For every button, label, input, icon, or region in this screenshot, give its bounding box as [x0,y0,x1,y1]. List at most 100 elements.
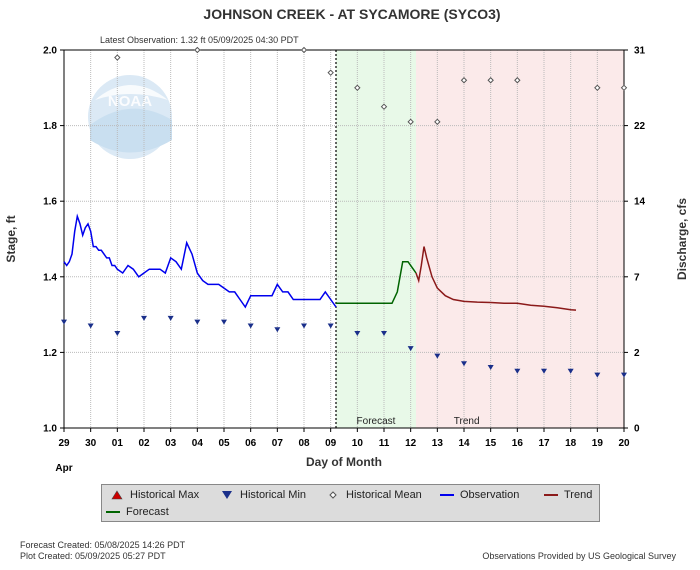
noaa-logo-bird [95,85,168,100]
historical-min-point [167,315,174,321]
noaa-logo-text: NOAA [108,93,152,110]
noaa-logo-wave [90,108,172,153]
chart-title: JOHNSON CREEK - AT SYCAMORE (SYCO3) [203,6,500,22]
latest-observation-label: Latest Observation: 1.32 ft 05/09/2025 0… [100,35,299,45]
observation-line [63,213,337,309]
legend-label: Observation [460,489,520,501]
historical-mean-point [407,118,414,126]
historical-mean-point [354,84,361,92]
x-tick-label: 20 [618,438,630,449]
historical-min-point [247,323,254,329]
forecast-created-text: Forecast Created: 05/08/2025 14:26 PDT [20,540,186,550]
y2-tick-label: 2 [634,348,640,359]
historical-min-point [594,372,601,378]
historical-min-point [327,323,334,329]
plot-created-text: Plot Created: 05/09/2025 05:27 PDT [20,551,166,561]
legend-label: Historical Max [130,489,200,501]
x-tick-label: 07 [272,438,284,449]
y-axis-title: Stage, ft [4,215,18,262]
historical-min-point [567,368,574,374]
historical-mean-point [327,69,334,76]
y2-tick-label: 14 [634,197,646,208]
forecast-region [336,50,416,428]
x-tick-label: 02 [138,438,150,449]
trend-region [416,50,624,428]
x-tick-label: 29 [58,438,70,449]
red-line-icon [542,489,560,501]
x-tick-label: 12 [405,438,417,449]
x-axis-title: Day of Month [306,455,382,469]
diamond-icon [324,489,342,501]
historical-min-point [461,361,467,367]
x-tick-label: 15 [485,438,497,449]
y2-tick-label: 7 [634,272,640,283]
x-tick-label: 18 [565,438,577,449]
historical-mean-point [194,46,201,54]
historical-min-point [61,319,67,325]
historical-min-point [487,365,494,371]
x-tick-label: 04 [192,438,204,449]
historical-min-point [301,323,307,329]
x-tick-label: 09 [325,438,337,449]
historical-min-point [114,331,121,336]
y-tick-label: 2.0 [43,46,57,57]
legend-item-historical-mean: Historical Mean [324,489,422,501]
y-tick-label: 1.8 [43,121,57,132]
y-tick-label: 1.2 [43,348,57,359]
historical-min-point [434,353,441,359]
historical-min-point [514,368,521,374]
forecast-line [336,260,417,305]
legend-item-trend: Trend [542,489,592,501]
x-tick-label: 08 [298,438,310,449]
historical-mean-point [620,84,628,92]
legend-item-observation: Observation [438,489,519,501]
legend-item-historical-min: Historical Min [218,489,306,501]
x-tick-label: 11 [379,438,390,449]
y-tick-label: 1.0 [43,424,57,435]
x-tick-label: 01 [112,438,124,449]
legend-label: Trend [564,489,593,501]
x-tick-label: 10 [352,438,364,449]
x-tick-label: 16 [512,438,524,449]
x-month-label: Apr [55,463,72,474]
historical-min-point [221,319,227,325]
legend-label: Forecast [126,506,169,518]
historical-mean-point [300,46,308,54]
y2-tick-label: 31 [634,46,646,57]
historical-mean-point [380,103,388,110]
chart-legend: Historical Max Historical Min Historical… [101,484,600,522]
x-tick-label: 13 [432,438,444,449]
x-tick-label: 06 [245,438,257,449]
legend-item-historical-max: Historical Max [108,489,199,501]
x-tick-label: 03 [165,438,177,449]
triangle-up-icon [108,489,126,501]
historical-min-point [541,368,547,374]
provider-text: Observations Provided by US Geological S… [482,551,676,561]
forecast-region-label: Forecast [357,416,396,427]
x-tick-label: 30 [85,438,97,449]
historical-min-point [381,331,387,336]
historical-min-point [354,331,361,336]
trend-line [415,246,577,311]
historical-mean-point [434,118,441,126]
historical-min-point [141,315,147,321]
x-tick-label: 14 [458,438,470,449]
y2-tick-label: 22 [634,121,646,132]
noaa-logo-icon [88,75,172,159]
historical-mean-point [514,77,521,84]
y-tick-label: 1.4 [43,272,57,283]
plot-frame [63,49,625,429]
y2-axis-title: Discharge, cfs [675,198,689,280]
historical-mean-point [594,84,601,92]
historical-mean-point [460,77,468,84]
legend-label: Historical Mean [346,489,422,501]
historical-mean-point [487,77,494,84]
historical-min-point [407,346,414,352]
historical-min-point [274,327,281,333]
y2-tick-label: 0 [634,424,640,435]
triangle-down-icon [218,489,236,501]
y-tick-label: 1.6 [43,197,57,208]
green-line-icon [104,506,122,518]
